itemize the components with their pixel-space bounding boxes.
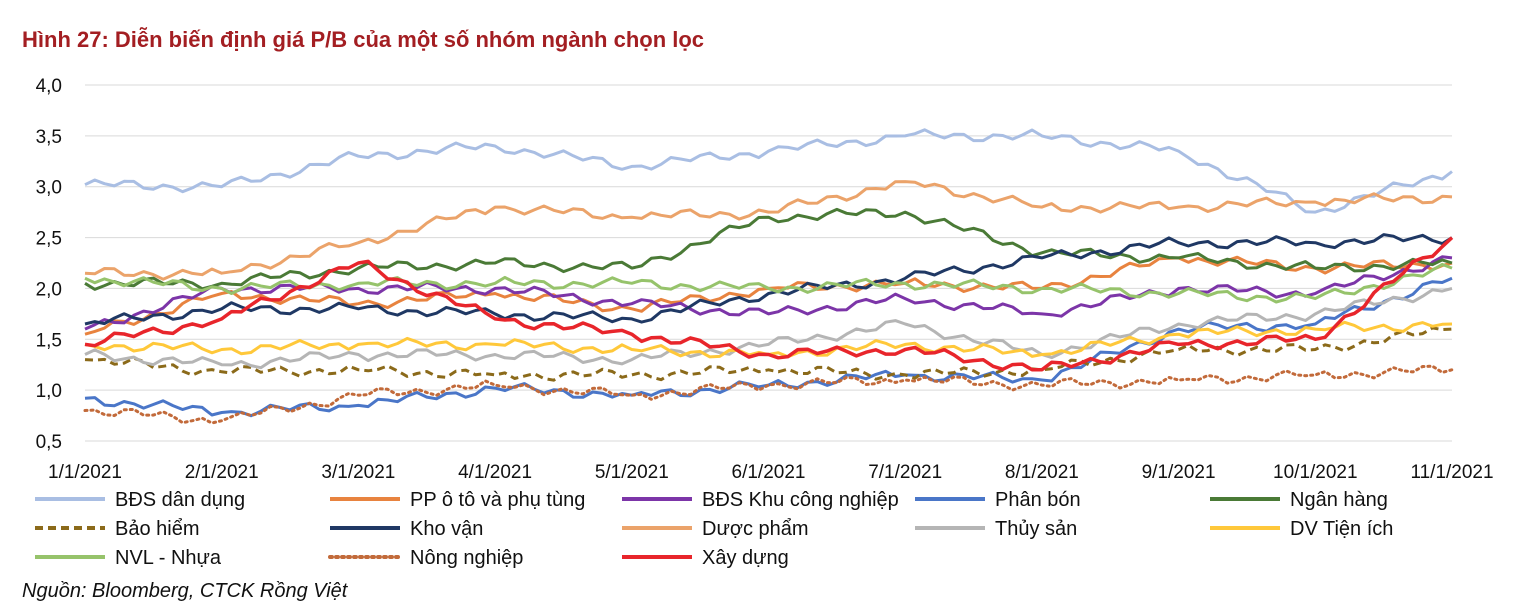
x-tick-label: 6/1/2021 [732, 462, 806, 483]
legend: BĐS dân dụng PP ô tô và phụ tùng BĐS Khu c… [35, 489, 1393, 569]
series-line [84, 233, 1453, 326]
y-tick-label: 1,0 [36, 381, 62, 402]
series-line [83, 364, 1454, 425]
x-tick-label: 11/1/2021 [1410, 462, 1493, 483]
series-line [84, 286, 1453, 370]
gridlines [85, 84, 1452, 442]
legend-label: Kho vận [410, 518, 483, 540]
y-tick-label: 4,0 [36, 76, 62, 97]
y-tick-label: 3,0 [36, 178, 62, 199]
y-tick-label: 3,5 [36, 127, 62, 148]
y-tick-label: 0,5 [36, 432, 62, 453]
x-tick-label: 9/1/2021 [1142, 462, 1216, 483]
legend-label: BĐS dân dụng [115, 489, 245, 511]
x-tick-label: 10/1/2021 [1273, 462, 1358, 483]
y-tick-label: 2,5 [36, 229, 62, 250]
series-line [84, 326, 1453, 382]
legend-label: PP ô tô và phụ tùng [410, 489, 585, 511]
x-axis-ticks: 1/1/2021 2/1/2021 3/1/2021 4/1/2021 5/1/2021… [48, 462, 1494, 483]
legend-label: DV Tiện ích [1290, 518, 1393, 540]
y-axis-ticks: 0,5 1,0 1,5 2,0 2,5 3,0 3,5 4,0 [36, 76, 62, 453]
x-tick-label: 2/1/2021 [185, 462, 259, 483]
y-tick-label: 1,5 [36, 330, 62, 351]
legend-label: Nông nghiệp [410, 547, 523, 569]
legend-label: Ngân hàng [1290, 489, 1388, 511]
series-line [84, 207, 1453, 291]
series-line [84, 180, 1453, 281]
chart-title: Hình 27: Diễn biến định giá P/B của một … [22, 27, 705, 52]
x-tick-label: 3/1/2021 [321, 462, 395, 483]
legend-label: Thủy sản [995, 518, 1077, 540]
series-line [84, 236, 1454, 372]
y-tick-label: 2,0 [36, 279, 62, 300]
source-note: Nguồn: Bloomberg, CTCK Rồng Việt [22, 580, 348, 602]
x-tick-label: 7/1/2021 [868, 462, 942, 483]
series-lines [83, 128, 1454, 425]
x-tick-label: 5/1/2021 [595, 462, 669, 483]
legend-label: Dược phẩm [702, 518, 809, 540]
legend-label: Xây dựng [702, 547, 789, 569]
legend-label: BĐS Khu công nghiệp [702, 489, 899, 511]
legend-label: Phân bón [995, 489, 1081, 511]
legend-label: NVL - Nhựa [115, 547, 222, 569]
x-tick-label: 8/1/2021 [1005, 462, 1079, 483]
legend-label: Bảo hiểm [115, 518, 200, 540]
x-tick-label: 4/1/2021 [458, 462, 532, 483]
x-tick-label: 1/1/2021 [48, 462, 122, 483]
series-line [84, 128, 1453, 214]
